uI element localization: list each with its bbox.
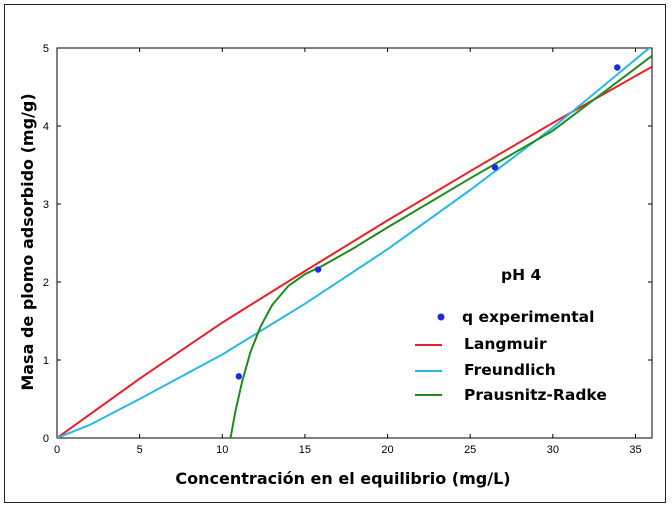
experimental-point [491, 164, 499, 171]
y-tick-label: 3 [43, 199, 49, 211]
x-axis-ticks: 0 5 10 15 20 25 30 35 [54, 48, 642, 456]
legend-label-langmuir: Langmuir [464, 335, 547, 353]
y-axis-label: Masa de plomo adsorbido (mg/g) [18, 93, 37, 390]
x-tick-label: 0 [54, 444, 60, 456]
experimental-points [235, 64, 621, 380]
experimental-point [614, 64, 621, 71]
y-axis-ticks: 0 1 2 3 4 5 [43, 43, 652, 445]
x-tick-label: 10 [216, 444, 228, 456]
series-line-prausnitz-radke [229, 55, 652, 438]
x-tick-label: 25 [464, 444, 476, 456]
legend-label-freundlich: Freundlich [464, 361, 556, 379]
legend-marker-experimental [437, 313, 445, 321]
series-line-freundlich [57, 48, 651, 438]
x-axis-label: Concentración en el equilibrio (mg/L) [175, 469, 510, 488]
y-tick-label: 4 [43, 121, 49, 133]
y-tick-label: 5 [43, 43, 49, 55]
y-tick-label: 2 [43, 277, 49, 289]
y-tick-label: 1 [43, 355, 49, 367]
legend: pH 4 q experimental Langmuir Freundlich … [415, 266, 607, 404]
series-line-langmuir [57, 65, 652, 438]
x-tick-label: 35 [629, 444, 641, 456]
x-tick-label: 20 [381, 444, 393, 456]
legend-label-prausnitz-radke: Prausnitz-Radke [464, 386, 607, 404]
series-lines [57, 48, 652, 438]
x-tick-label: 15 [299, 444, 311, 456]
experimental-point [314, 266, 322, 273]
x-tick-label: 5 [137, 444, 143, 456]
x-tick-label: 30 [547, 444, 559, 456]
legend-label-experimental: q experimental [462, 308, 594, 326]
experimental-point [235, 373, 243, 380]
y-tick-label: 0 [43, 433, 49, 445]
plot-area [56, 47, 653, 439]
annotation-ph: pH 4 [501, 266, 541, 284]
